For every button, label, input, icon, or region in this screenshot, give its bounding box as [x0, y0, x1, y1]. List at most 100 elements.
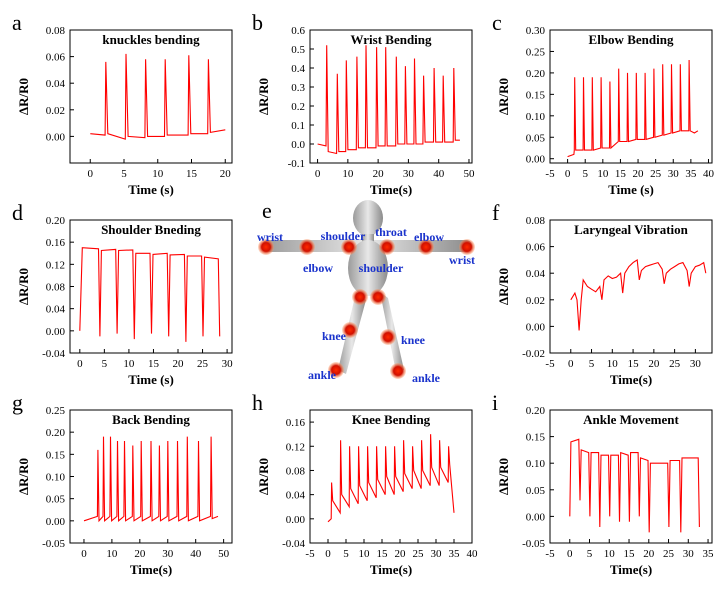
x-axis-label: Time(s) — [130, 562, 172, 577]
neck — [362, 234, 374, 244]
y-tick-label: 0.1 — [291, 120, 305, 132]
x-tick-label: 20 — [643, 548, 655, 560]
y-tick-label: 0.00 — [526, 511, 546, 523]
x-axis-label: Time(s) — [370, 182, 412, 197]
sensor-dot — [370, 289, 386, 305]
x-axis-label: Time(s) — [610, 372, 652, 387]
plot-frame — [549, 409, 713, 544]
y-tick-label: 0.00 — [286, 514, 306, 526]
x-tick-label: 10 — [597, 168, 609, 180]
signal-line — [90, 53, 226, 140]
body-label: wrist — [449, 253, 475, 267]
x-tick-label: 10 — [152, 168, 164, 180]
y-tick-label: -0.1 — [288, 158, 305, 170]
x-tick-label: 5 — [121, 168, 127, 180]
x-tick-label: 10 — [607, 358, 619, 370]
body-label: knee — [401, 333, 426, 347]
y-tick-label: 0.00 — [526, 321, 546, 333]
sensor-dot — [379, 239, 395, 255]
x-tick-label: 25 — [663, 548, 675, 560]
signal-line — [83, 436, 219, 523]
y-tick-label: 0.25 — [46, 405, 66, 417]
x-tick-label: 40 — [433, 168, 445, 180]
x-tick-label: 30 — [431, 548, 443, 560]
x-tick-label: 25 — [197, 358, 209, 370]
x-tick-label: 0 — [568, 358, 574, 370]
body-label: knee — [322, 329, 347, 343]
body-label: shoulder — [359, 261, 404, 275]
x-tick-label: 10 — [106, 548, 118, 560]
chart-title: Ankle Movement — [583, 412, 679, 427]
x-axis-label: Time(s) — [610, 562, 652, 577]
mannequin — [262, 200, 472, 374]
y-tick-label: 0.04 — [46, 78, 66, 90]
y-tick-label: 0.08 — [286, 465, 306, 477]
x-tick-label: -5 — [545, 548, 555, 560]
signal-line — [317, 45, 460, 155]
sensor-dot — [352, 289, 368, 305]
y-tick-label: 0.08 — [46, 282, 66, 294]
y-tick-label: 0.12 — [286, 441, 305, 453]
panel-letter: b — [252, 10, 263, 35]
panel-letter: i — [492, 390, 498, 415]
x-axis-label: Time (s) — [608, 182, 654, 197]
body-label: wrist — [257, 230, 283, 244]
x-tick-label: 30 — [162, 548, 174, 560]
y-tick-label: 0.08 — [46, 25, 66, 37]
y-tick-label: 0.16 — [46, 237, 66, 249]
y-tick-label: 0.2 — [291, 101, 305, 113]
plot-frame — [309, 409, 473, 544]
x-tick-label: 0 — [81, 548, 87, 560]
x-tick-label: 30 — [668, 168, 680, 180]
x-tick-label: 15 — [615, 168, 627, 180]
panel-letter: a — [12, 10, 22, 35]
sensor-dot — [328, 362, 344, 378]
y-tick-label: -0.05 — [42, 538, 65, 550]
chart-title: Elbow Bending — [589, 32, 674, 47]
x-tick-label: 15 — [148, 358, 160, 370]
sensor-dot — [459, 239, 475, 255]
y-axis-label: ΔR/R0 — [496, 268, 511, 305]
chart-title: Back Bending — [112, 412, 190, 427]
y-tick-label: 0.10 — [526, 111, 546, 123]
chart-title: Laryngeal Vibration — [574, 222, 689, 237]
y-tick-label: -0.02 — [522, 348, 545, 360]
y-tick-label: 0.3 — [291, 82, 305, 94]
y-tick-label: 0.00 — [46, 326, 66, 338]
body-label: shoulder — [321, 229, 366, 243]
x-tick-label: 40 — [703, 168, 715, 180]
x-tick-label: 5 — [102, 358, 108, 370]
y-tick-label: 0.04 — [46, 304, 66, 316]
plot-frame — [309, 29, 473, 164]
sensor-dot — [341, 239, 357, 255]
chart-title: Wrist Bending — [350, 32, 432, 47]
body-label: elbow — [414, 230, 444, 244]
y-tick-label: 0.10 — [46, 472, 66, 484]
panel-letter: f — [492, 200, 500, 225]
body-label: ankle — [412, 371, 441, 385]
y-tick-label: -0.05 — [522, 538, 545, 550]
signal-line — [79, 247, 221, 342]
x-tick-label: -5 — [305, 548, 315, 560]
x-tick-label: 50 — [463, 168, 475, 180]
panel-letter: g — [12, 390, 23, 415]
sensor-dot — [418, 239, 434, 255]
chart-title: Knee Bending — [352, 412, 431, 427]
x-tick-label: 20 — [395, 548, 407, 560]
y-tick-label: 0.00 — [46, 131, 66, 143]
y-tick-label: 0.06 — [46, 52, 66, 64]
x-tick-label: 5 — [343, 548, 349, 560]
x-tick-label: 5 — [587, 548, 593, 560]
y-tick-label: 0.20 — [526, 68, 546, 80]
y-tick-label: 0.05 — [526, 132, 546, 144]
y-tick-label: 0.00 — [46, 516, 66, 528]
x-tick-label: 20 — [648, 358, 660, 370]
body-label: elbow — [303, 261, 333, 275]
y-tick-label: 0.5 — [291, 44, 305, 56]
x-tick-label: 40 — [190, 548, 202, 560]
x-tick-label: 15 — [624, 548, 636, 560]
y-axis-label: ΔR/R0 — [16, 268, 31, 305]
y-tick-label: -0.04 — [42, 348, 65, 360]
y-tick-label: 0.15 — [526, 89, 546, 101]
